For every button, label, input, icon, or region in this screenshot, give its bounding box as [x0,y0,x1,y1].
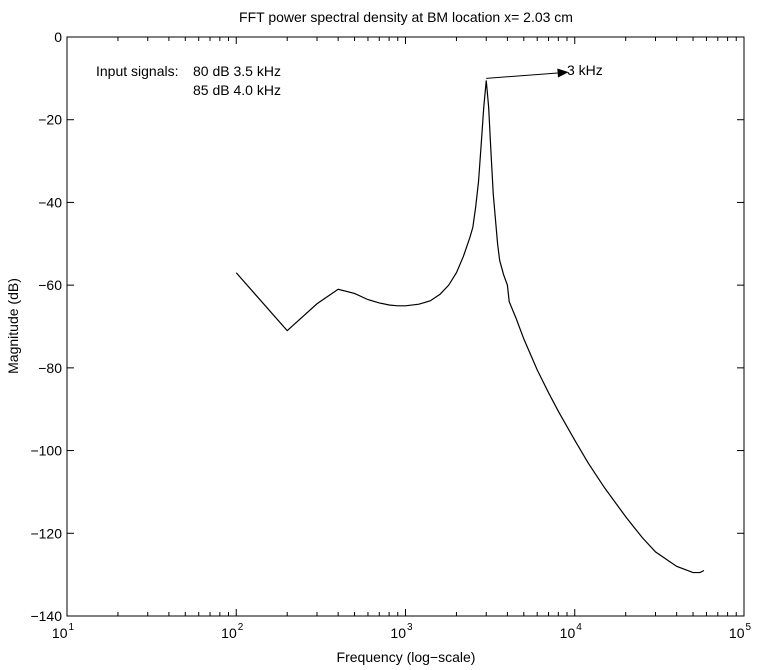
x-axis-label: Frequency (log−scale) [337,649,476,665]
input-signal-1: 80 dB 3.5 kHz [193,63,281,79]
y-tick-label: −80 [38,360,62,376]
x-tick-label: 102 [221,622,244,641]
peak-arrow-head [557,68,569,78]
plot-frame [66,36,745,617]
y-tick-label: −60 [38,277,62,293]
x-tick-exponent: 2 [238,622,244,633]
y-tick-label: −100 [30,443,62,459]
chart-title: FFT power spectral density at BM locatio… [239,9,573,25]
y-tick-label: −20 [38,112,62,128]
input-signal-2: 85 dB 4.0 kHz [193,82,281,98]
x-tick-label: 104 [560,622,583,641]
peak-arrow-line [486,72,558,79]
y-tick-label: −140 [30,608,62,624]
x-tick-exponent: 4 [576,622,582,633]
peak-label: 3 kHz [567,62,603,78]
x-tick-exponent: 3 [407,622,413,633]
x-tick-exponent: 5 [746,622,752,633]
x-tick-label: 103 [390,622,413,641]
y-tick-label: −40 [38,194,62,210]
y-axis-label: Magnitude (dB) [5,278,21,374]
x-tick-labels: 101 102 103 104 105 [52,622,752,641]
y-tick-label: 0 [54,29,62,45]
x-tick-label: 105 [729,622,752,641]
input-signals-label: Input signals: [96,63,179,79]
axis-ticks [66,36,745,617]
series-line [235,80,705,574]
x-tick-label: 101 [52,622,75,641]
x-tick-exponent: 1 [69,622,75,633]
y-tick-label: −120 [30,525,62,541]
y-tick-labels: 0 −20 −40 −60 −80 −100 −120 −140 [30,29,62,624]
